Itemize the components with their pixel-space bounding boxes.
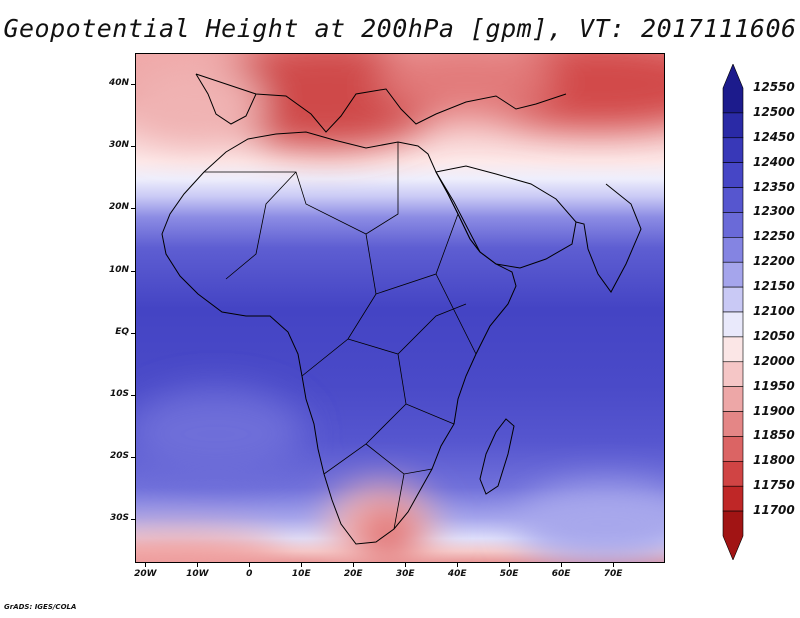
colorbar-swatch xyxy=(722,485,744,512)
longitude-label: 0 xyxy=(246,569,253,579)
colorbar-swatch xyxy=(722,436,744,462)
colorbar-level-label: 11900 xyxy=(753,403,795,418)
latitude-tick xyxy=(131,270,135,272)
india-coastline xyxy=(575,183,642,293)
colorbar-level-label: 12150 xyxy=(753,279,795,294)
colorbar-swatch xyxy=(722,64,744,114)
colorbar xyxy=(722,64,744,560)
colorbar-swatch xyxy=(722,411,744,437)
latitude-tick xyxy=(131,332,135,334)
longitude-label: 10E xyxy=(291,569,311,579)
latitude-label: 30N xyxy=(108,140,129,151)
colorbar-swatch xyxy=(722,286,744,313)
latitude-label: 20S xyxy=(109,451,129,462)
colorbar-swatch xyxy=(722,461,744,487)
longitude-label: 60E xyxy=(551,569,571,579)
colorbar-swatch xyxy=(722,336,744,363)
longitude-tick xyxy=(353,563,355,567)
longitude-label: 40E xyxy=(447,569,467,579)
colorbar-swatch xyxy=(722,361,744,387)
colorbar-level-label: 11800 xyxy=(753,453,795,468)
colorbar-swatch xyxy=(722,162,744,188)
longitude-tick xyxy=(197,563,199,567)
colorbar-swatch xyxy=(722,212,744,238)
latitude-label: 40N xyxy=(108,78,129,89)
longitude-label: 20E xyxy=(343,569,363,579)
latitude-tick xyxy=(131,457,135,459)
longitude-label: 10W xyxy=(186,569,209,579)
colorbar-swatch xyxy=(722,386,744,412)
latitude-tick xyxy=(131,146,135,148)
colorbar-level-label: 12250 xyxy=(753,229,795,244)
colorbar-level-label: 12500 xyxy=(753,104,795,119)
longitude-tick xyxy=(301,563,303,567)
colorbar-level-label: 12400 xyxy=(753,154,795,169)
longitude-label: 50E xyxy=(499,569,519,579)
colorbar-level-label: 11950 xyxy=(753,378,795,393)
chart-title: Geopotential Height at 200hPa [gpm], VT:… xyxy=(3,14,797,43)
madagascar-coastline xyxy=(479,418,515,495)
colorbar-level-label: 12200 xyxy=(753,254,795,269)
latitude-label: EQ xyxy=(115,326,129,337)
arabia-coastline xyxy=(435,165,577,269)
africa-coastline xyxy=(161,131,517,545)
colorbar-swatch xyxy=(722,510,744,560)
longitude-tick xyxy=(561,563,563,567)
colorbar-level-label: 11850 xyxy=(753,428,795,443)
colorbar-level-label: 12450 xyxy=(753,129,795,144)
colorbar-swatch xyxy=(722,137,744,163)
latitude-tick xyxy=(131,208,135,210)
longitude-tick xyxy=(249,563,251,567)
longitude-label: 30E xyxy=(395,569,415,579)
latitude-tick xyxy=(131,395,135,397)
longitude-tick xyxy=(509,563,511,567)
colorbar-level-label: 12000 xyxy=(753,353,795,368)
map-panel xyxy=(135,53,665,563)
colorbar-level-label: 11700 xyxy=(753,503,795,518)
colorbar-level-label: 11750 xyxy=(753,478,795,493)
latitude-tick xyxy=(131,84,135,86)
colorbar-level-label: 12300 xyxy=(753,204,795,219)
latitude-label: 10N xyxy=(108,264,129,275)
colorbar-swatch xyxy=(722,261,744,288)
colorbar-level-label: 12550 xyxy=(753,80,795,94)
colorbar-swatch xyxy=(722,112,744,139)
colorbar-level-label: 12050 xyxy=(753,328,795,343)
colorbar-level-label: 12350 xyxy=(753,179,795,194)
europe-coastline xyxy=(195,73,567,133)
colorbar-level-label: 12100 xyxy=(753,304,795,318)
latitude-label: 20N xyxy=(108,202,129,213)
colorbar-swatch xyxy=(722,237,744,263)
grads-credit: GrADS: IGES/COLA xyxy=(4,603,77,611)
longitude-tick xyxy=(145,563,147,567)
geopotential-field-map xyxy=(136,54,664,562)
latitude-tick xyxy=(131,519,135,521)
longitude-tick xyxy=(405,563,407,567)
iberia-coastline xyxy=(195,73,257,125)
longitude-label: 70E xyxy=(603,569,623,579)
country-borders xyxy=(204,142,477,530)
latitude-label: 10S xyxy=(109,389,129,400)
longitude-label: 20W xyxy=(134,569,157,579)
colorbar-swatch xyxy=(722,187,744,213)
longitude-tick xyxy=(457,563,459,567)
longitude-tick xyxy=(613,563,615,567)
red-sea-coast xyxy=(435,171,481,253)
latitude-label: 30S xyxy=(109,513,129,524)
colorbar-swatch xyxy=(722,311,744,338)
